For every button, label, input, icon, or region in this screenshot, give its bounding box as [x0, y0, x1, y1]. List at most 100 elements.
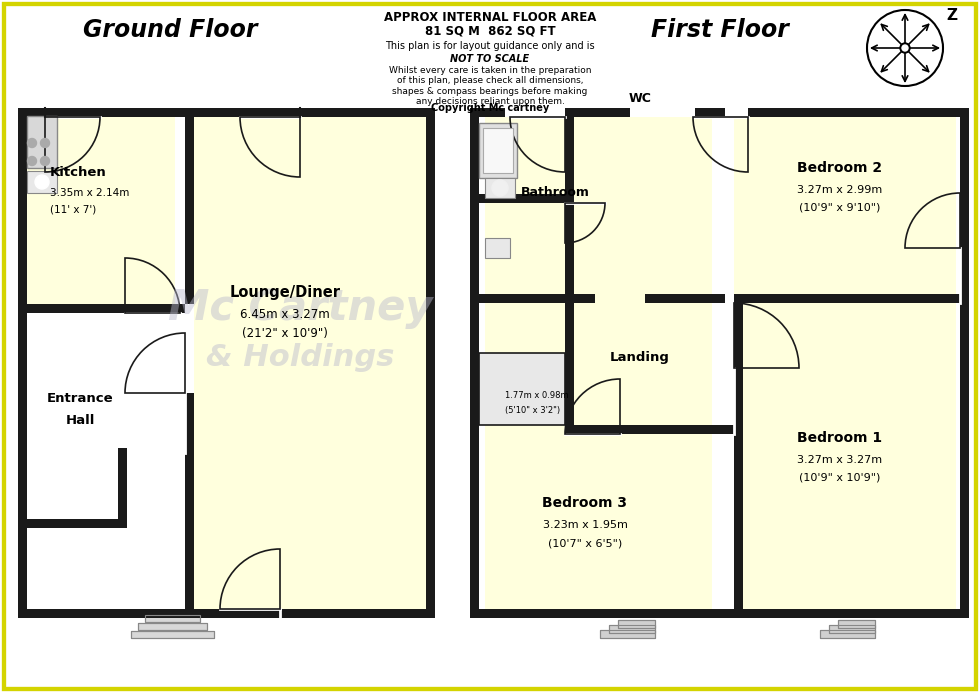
Bar: [820, 630, 875, 638]
Bar: [600, 630, 655, 638]
Bar: [145, 615, 200, 622]
Bar: [609, 625, 655, 633]
Text: 3.27m x 2.99m: 3.27m x 2.99m: [798, 185, 883, 195]
Bar: [829, 625, 875, 633]
Bar: [470, 294, 595, 303]
Bar: [609, 625, 655, 633]
Text: 3.35m x 2.14m: 3.35m x 2.14m: [50, 188, 129, 198]
Bar: [734, 294, 819, 303]
Bar: [426, 108, 435, 618]
Bar: [485, 117, 712, 294]
Bar: [27, 304, 185, 313]
Bar: [18, 108, 27, 618]
Circle shape: [902, 45, 908, 51]
Text: (11' x 7'): (11' x 7'): [50, 205, 96, 215]
Bar: [470, 108, 965, 117]
Text: Ground Floor: Ground Floor: [82, 18, 257, 42]
Circle shape: [492, 180, 508, 196]
Text: (10'7" x 6'5"): (10'7" x 6'5"): [548, 538, 622, 548]
Bar: [485, 178, 515, 198]
Text: Bathroom: Bathroom: [520, 186, 589, 200]
Bar: [618, 620, 655, 628]
Text: (21'2" x 10'9"): (21'2" x 10'9"): [242, 328, 328, 340]
Text: & Holdings: & Holdings: [206, 344, 394, 373]
Bar: [838, 620, 875, 628]
Bar: [470, 108, 479, 618]
Text: APPROX INTERNAL FLOOR AREA: APPROX INTERNAL FLOOR AREA: [384, 11, 596, 24]
Text: 81 SQ M  862 SQ FT: 81 SQ M 862 SQ FT: [424, 25, 556, 38]
Circle shape: [27, 157, 36, 166]
Text: (5'10" x 3'2"): (5'10" x 3'2"): [505, 405, 561, 414]
Text: First Floor: First Floor: [651, 18, 789, 42]
Bar: [565, 108, 630, 117]
Text: Copyright Mc cartney: Copyright Mc cartney: [431, 103, 549, 113]
Bar: [18, 108, 435, 117]
Bar: [485, 238, 510, 258]
Circle shape: [35, 175, 49, 189]
Text: Landing: Landing: [611, 351, 670, 365]
Bar: [470, 609, 965, 618]
Bar: [194, 117, 426, 609]
Bar: [185, 108, 194, 304]
Bar: [118, 448, 127, 528]
Text: Hall: Hall: [66, 414, 95, 426]
Bar: [829, 625, 875, 633]
Text: Kitchen: Kitchen: [50, 166, 107, 179]
Text: 6.45m x 3.27m: 6.45m x 3.27m: [240, 308, 330, 322]
Text: Lounge/Diner: Lounge/Diner: [229, 286, 340, 301]
Bar: [470, 194, 574, 203]
Bar: [131, 631, 214, 638]
Bar: [734, 117, 956, 294]
Bar: [479, 353, 565, 425]
Bar: [565, 203, 574, 303]
Circle shape: [40, 139, 50, 148]
Text: Entrance: Entrance: [47, 392, 114, 405]
Text: 3.23m x 1.95m: 3.23m x 1.95m: [543, 520, 627, 530]
Bar: [300, 108, 433, 117]
Text: NOT TO SCALE: NOT TO SCALE: [451, 54, 529, 64]
Bar: [27, 117, 175, 304]
Bar: [485, 434, 712, 609]
Bar: [483, 128, 513, 173]
Circle shape: [900, 43, 910, 53]
Bar: [734, 294, 960, 303]
Bar: [820, 630, 875, 638]
Bar: [27, 116, 57, 168]
Bar: [565, 425, 734, 434]
Bar: [18, 609, 435, 618]
Text: Whilst every care is taken in the preparation
of this plan, please check all dim: Whilst every care is taken in the prepar…: [389, 66, 591, 106]
Text: 1.77m x 0.98m: 1.77m x 0.98m: [505, 390, 568, 399]
Bar: [734, 434, 743, 618]
Bar: [138, 622, 207, 630]
Text: Mc Cartney: Mc Cartney: [168, 287, 432, 329]
Bar: [138, 622, 207, 630]
Bar: [618, 620, 655, 628]
Circle shape: [27, 139, 36, 148]
Bar: [185, 393, 194, 618]
Text: Bedroom 1: Bedroom 1: [798, 431, 883, 445]
Bar: [734, 294, 960, 303]
Bar: [960, 108, 969, 618]
Bar: [565, 108, 574, 203]
Text: This plan is for layout guidance only and is: This plan is for layout guidance only an…: [385, 41, 595, 51]
Bar: [18, 108, 48, 117]
Bar: [748, 108, 965, 117]
Text: Bedroom 2: Bedroom 2: [798, 161, 883, 175]
Text: Z: Z: [946, 8, 957, 22]
Bar: [695, 108, 725, 117]
Text: 3.27m x 3.27m: 3.27m x 3.27m: [798, 455, 883, 465]
Bar: [479, 123, 517, 178]
Bar: [27, 171, 57, 193]
Bar: [485, 294, 712, 434]
Bar: [734, 303, 743, 434]
Bar: [18, 108, 435, 117]
Bar: [100, 108, 235, 117]
Bar: [565, 303, 574, 434]
Bar: [27, 519, 118, 528]
Text: Bedroom 3: Bedroom 3: [543, 496, 627, 510]
Bar: [600, 630, 655, 638]
Bar: [838, 620, 875, 628]
Circle shape: [40, 157, 50, 166]
Text: (10'9" x 10'9"): (10'9" x 10'9"): [800, 473, 881, 483]
Bar: [645, 294, 725, 303]
